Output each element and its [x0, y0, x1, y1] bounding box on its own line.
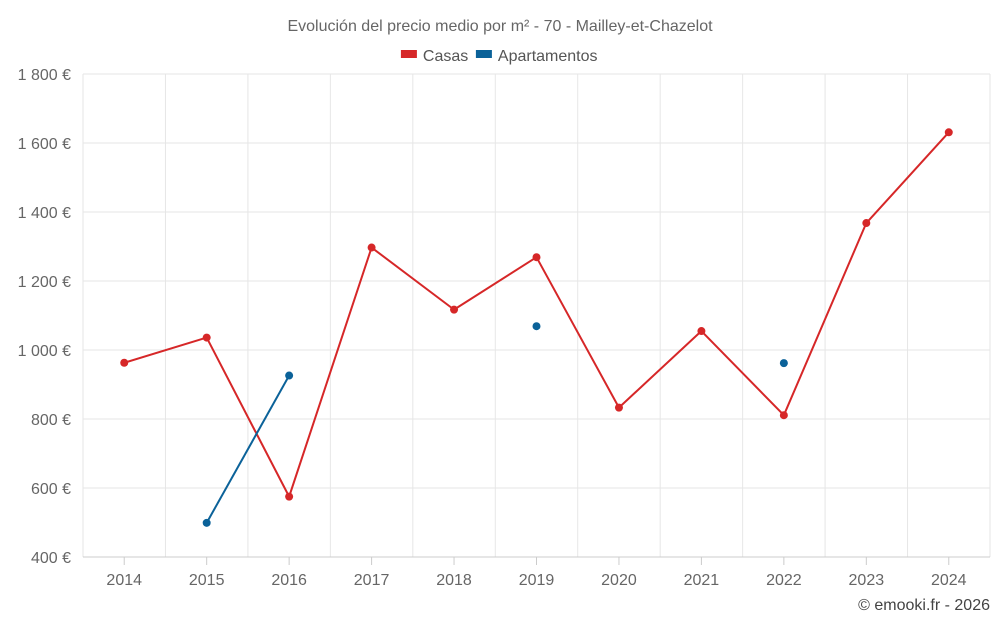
- y-tick-label: 600 €: [31, 481, 71, 498]
- x-tick-label: 2024: [931, 572, 967, 589]
- chart-title: Evolución del precio medio por m² - 70 -…: [287, 18, 713, 35]
- data-point[interactable]: [202, 333, 211, 342]
- y-tick-label: 800 €: [31, 412, 71, 429]
- grid: [82, 73, 991, 557]
- series-apartamentos: [202, 322, 788, 527]
- data-point[interactable]: [532, 253, 541, 262]
- legend-item-apartamentos[interactable]: Apartamentos: [475, 48, 598, 65]
- x-tick-label: 2017: [354, 572, 390, 589]
- legend-label: Casas: [423, 48, 468, 65]
- data-point[interactable]: [450, 305, 459, 314]
- x-tick-label: 2022: [766, 572, 802, 589]
- axes: 400 € 600 € 800 € 1 000 € 1 200 € 1 400 € 1 60…: [18, 67, 990, 589]
- y-tick-label: 1 600 €: [18, 136, 71, 153]
- data-point[interactable]: [532, 322, 541, 331]
- y-tick-label: 1 000 €: [18, 343, 71, 360]
- x-tick-label: 2016: [271, 572, 307, 589]
- legend-item-casas[interactable]: Casas: [400, 48, 468, 65]
- series-layer: [120, 128, 953, 527]
- data-point[interactable]: [944, 128, 953, 137]
- x-tick-label: 2014: [106, 572, 142, 589]
- data-point[interactable]: [779, 411, 788, 420]
- data-point[interactable]: [779, 359, 788, 368]
- legend-swatch: [400, 50, 417, 58]
- x-tick-label: 2018: [436, 572, 472, 589]
- x-tick-label: 2023: [849, 572, 885, 589]
- x-tick-label: 2015: [189, 572, 225, 589]
- series-casas: [120, 128, 953, 501]
- series-line: [205, 375, 291, 524]
- data-point[interactable]: [202, 518, 211, 527]
- y-tick-label: 1 200 €: [18, 274, 71, 291]
- credit-text: © emooki.fr - 2026: [858, 597, 990, 614]
- x-tick-label: 2020: [601, 572, 637, 589]
- legend: Casas Apartamentos: [400, 48, 598, 65]
- x-tick-label: 2021: [684, 572, 720, 589]
- data-point[interactable]: [285, 371, 294, 380]
- data-point[interactable]: [614, 403, 623, 412]
- data-point[interactable]: [285, 492, 294, 501]
- data-point[interactable]: [367, 243, 376, 252]
- data-point[interactable]: [697, 327, 706, 336]
- y-tick-label: 400 €: [31, 550, 71, 567]
- x-tick-label: 2019: [519, 572, 555, 589]
- legend-label: Apartamentos: [498, 48, 598, 65]
- data-point[interactable]: [120, 358, 129, 367]
- data-point[interactable]: [862, 219, 871, 228]
- y-tick-label: 1 800 €: [18, 67, 71, 84]
- legend-swatch: [475, 50, 492, 58]
- y-tick-label: 1 400 €: [18, 205, 71, 222]
